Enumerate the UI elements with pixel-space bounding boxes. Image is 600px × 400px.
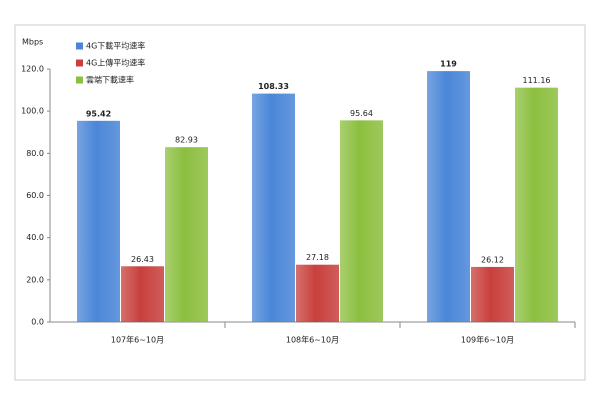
x-tick-label: 108年6~10月 [286,335,339,345]
bar [340,120,383,322]
value-label: 108.33 [258,82,289,91]
y-tick-label: 0.0 [31,318,44,327]
value-label: 27.18 [306,253,329,262]
bar [121,266,164,322]
x-tick-label: 109年6~10月 [461,335,514,345]
value-label: 95.42 [86,109,111,118]
bar [427,71,470,322]
legend-swatch [76,76,83,84]
y-tick-label: 20.0 [26,275,44,284]
legend-label: 4G上傳平均速率 [86,58,145,68]
bar [471,266,514,322]
value-label: 95.64 [350,109,373,118]
legend-swatch [76,59,83,67]
y-tick-label: 40.0 [26,233,44,242]
y-tick-label: 60.0 [26,191,44,200]
value-label: 26.43 [131,255,154,264]
bar [296,264,339,322]
bar [165,147,208,322]
y-tick-label: 120.0 [21,65,44,74]
bar [77,120,120,322]
value-label: 82.93 [175,136,198,145]
legend-swatch [76,42,83,50]
legend-label: 雲端下載速率 [86,75,134,85]
value-label: 26.12 [481,255,504,264]
bar [252,93,295,322]
y-axis-label: Mbps [22,38,43,47]
legend-label: 4G下載平均速率 [86,41,145,51]
bar [515,87,558,322]
y-tick-label: 100.0 [21,107,44,116]
value-label: 111.16 [523,76,551,85]
y-tick-label: 80.0 [26,149,44,158]
value-label: 119 [440,60,457,69]
x-tick-label: 107年6~10月 [111,335,164,345]
